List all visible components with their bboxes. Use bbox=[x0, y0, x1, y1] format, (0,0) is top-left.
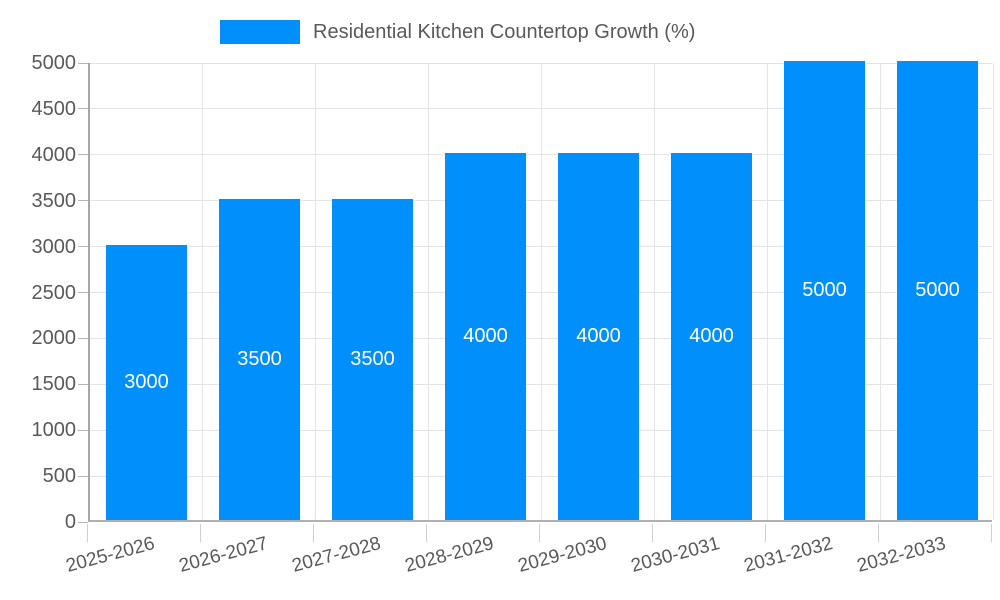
y-axis-tick-label: 4000 bbox=[31, 143, 77, 166]
x-axis-tick bbox=[652, 524, 653, 542]
y-axis-tick bbox=[78, 108, 88, 110]
chart-legend[interactable]: Residential Kitchen Countertop Growth (%… bbox=[220, 20, 695, 44]
x-axis-tick bbox=[765, 524, 766, 542]
x-axis-tick-label: 2028-2029 bbox=[402, 533, 496, 577]
bar-value-label: 4000 bbox=[689, 324, 734, 347]
bar-2026-2027[interactable]: 3500 bbox=[219, 198, 300, 520]
x-axis-tick bbox=[878, 524, 879, 542]
y-axis-tick bbox=[78, 200, 88, 202]
bar-value-label: 5000 bbox=[802, 279, 847, 301]
x-axis-tick-label: 2029-2030 bbox=[515, 533, 609, 577]
bar-value-label: 5000 bbox=[915, 279, 960, 301]
y-axis-tick-label: 4500 bbox=[31, 97, 77, 120]
y-axis-tick bbox=[78, 521, 88, 523]
gridline-vertical bbox=[428, 63, 429, 520]
bar-2027-2028[interactable]: 3500 bbox=[332, 198, 413, 520]
x-axis-tick-label: 2025-2026 bbox=[63, 533, 157, 577]
bar-value-label: 3000 bbox=[124, 370, 169, 393]
bar-2025-2026[interactable]: 3000 bbox=[106, 244, 187, 520]
y-axis-tick bbox=[78, 154, 88, 156]
x-axis-tick bbox=[426, 524, 427, 542]
y-axis-tick-label: 2500 bbox=[31, 281, 77, 304]
bar-2031-2032[interactable]: 5000 bbox=[784, 61, 865, 520]
gridline-vertical bbox=[880, 63, 881, 520]
x-axis-tick-label: 2030-2031 bbox=[628, 533, 722, 577]
x-axis-tick bbox=[539, 524, 540, 542]
legend-label: Residential Kitchen Countertop Growth (%… bbox=[313, 20, 696, 43]
bar-value-label: 3500 bbox=[237, 347, 282, 370]
gridline-vertical bbox=[654, 63, 655, 520]
y-axis-tick bbox=[78, 246, 88, 248]
gridline-vertical bbox=[315, 63, 316, 520]
y-axis-tick-label: 5000 bbox=[31, 52, 77, 74]
bar-2028-2029[interactable]: 4000 bbox=[445, 152, 526, 520]
gridline-vertical bbox=[202, 63, 203, 520]
x-axis-tick-label: 2031-2032 bbox=[741, 533, 835, 577]
bar-2029-2030[interactable]: 4000 bbox=[558, 152, 639, 520]
bar-value-label: 3500 bbox=[350, 347, 395, 370]
y-axis-tick-label: 500 bbox=[42, 465, 76, 488]
y-axis-tick bbox=[78, 429, 88, 431]
bar-value-label: 4000 bbox=[576, 324, 621, 347]
bar-2030-2031[interactable]: 4000 bbox=[671, 152, 752, 520]
bar-value-label: 4000 bbox=[463, 324, 508, 347]
y-axis-tick-label: 3000 bbox=[31, 235, 77, 258]
y-axis-tick-label: 1500 bbox=[31, 373, 77, 396]
gridline-vertical bbox=[993, 63, 994, 520]
y-axis-tick-label: 2000 bbox=[31, 327, 77, 350]
y-axis-tick bbox=[78, 62, 88, 64]
y-axis-tick bbox=[78, 475, 88, 477]
x-axis-tick bbox=[87, 524, 88, 542]
y-axis-tick bbox=[78, 292, 88, 293]
gridline-vertical bbox=[767, 63, 768, 520]
x-axis-tick bbox=[991, 524, 992, 542]
x-axis-tick-label: 2032-2033 bbox=[854, 533, 948, 577]
bar-2032-2033[interactable]: 5000 bbox=[897, 61, 978, 520]
y-axis-tick-label: 3500 bbox=[31, 189, 77, 212]
x-axis-tick-label: 2026-2027 bbox=[176, 533, 270, 577]
y-axis-tick-label: 1000 bbox=[31, 419, 77, 442]
plot-area: 3000 3500 3500 4000 4000 4000 5000 5000 bbox=[88, 61, 994, 522]
y-axis-tick bbox=[78, 383, 88, 385]
y-axis-tick bbox=[78, 337, 88, 339]
gridline-vertical bbox=[541, 63, 542, 520]
x-axis-tick-label: 2027-2028 bbox=[289, 533, 383, 577]
y-axis-tick-label: 0 bbox=[64, 511, 76, 533]
x-axis-tick bbox=[200, 524, 201, 542]
x-axis-tick bbox=[313, 524, 314, 542]
legend-swatch bbox=[220, 20, 300, 44]
